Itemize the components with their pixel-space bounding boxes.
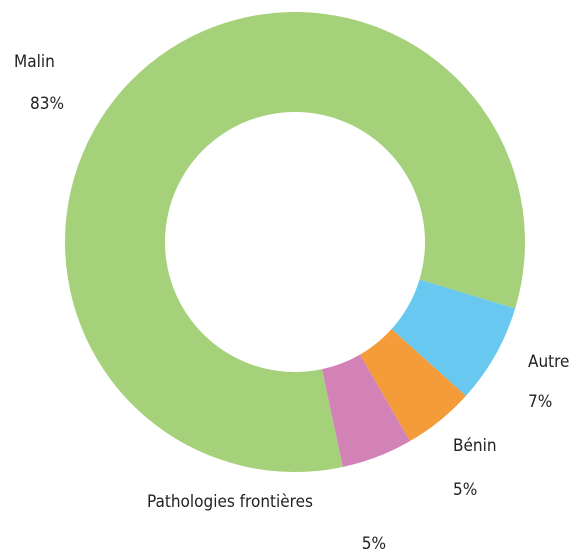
- slice-label: Pathologies frontières: [147, 492, 313, 512]
- slice-value-label: 5%: [453, 480, 477, 500]
- slice-label: Autre: [528, 352, 569, 372]
- slice-value-label: 7%: [528, 392, 552, 412]
- donut-slice: [360, 328, 466, 442]
- donut-slice: [391, 279, 516, 396]
- donut-slice: [64, 11, 526, 472]
- slice-value-label: 83%: [30, 94, 64, 114]
- donut-slice: [322, 354, 410, 467]
- slice-value-label: 5%: [362, 534, 386, 554]
- slice-label: Bénin: [453, 436, 497, 456]
- slice-label: Malin: [14, 52, 55, 72]
